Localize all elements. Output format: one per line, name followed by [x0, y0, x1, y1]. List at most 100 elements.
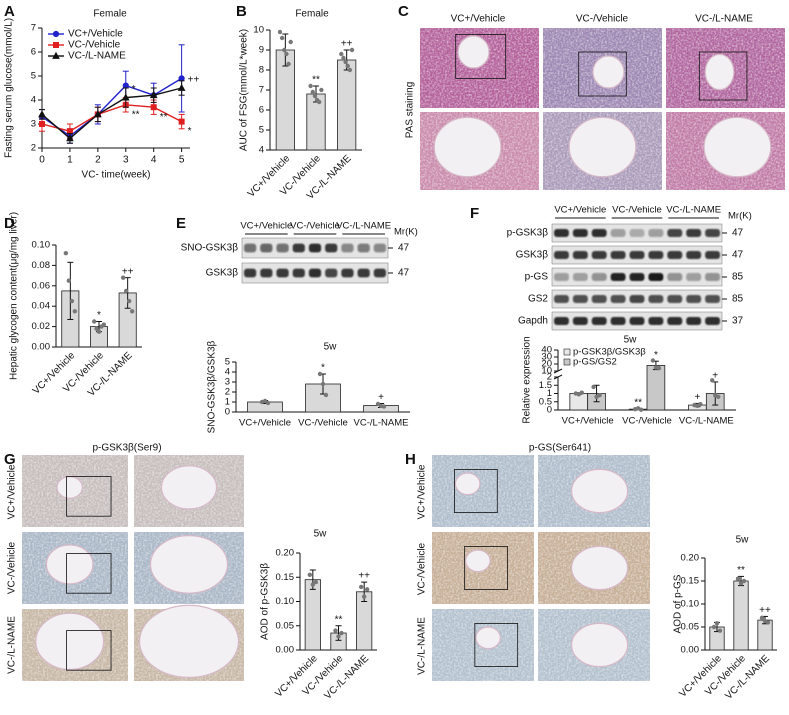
- band: [260, 243, 273, 253]
- significance: +: [378, 392, 384, 403]
- axis-break: [553, 368, 563, 374]
- y-tick-label: 2: [31, 143, 36, 154]
- data-point: [361, 594, 367, 599]
- band: [629, 295, 645, 303]
- band: [591, 251, 607, 259]
- chart-title: Female: [295, 9, 329, 20]
- series-line: [41, 77, 182, 137]
- y-tick-label: 0.5: [539, 396, 552, 407]
- panel-letter: E: [176, 215, 186, 232]
- y-tick-label: 1.5: [539, 380, 552, 391]
- y-tick-label: 0.02: [32, 321, 51, 332]
- band: [554, 295, 569, 303]
- y-tick-label: 4: [31, 95, 36, 106]
- data-point: [597, 392, 602, 398]
- row-label: GSK3β: [206, 268, 239, 279]
- y-tick-label: 0.10: [276, 596, 295, 607]
- axis-break: [553, 374, 563, 380]
- marker: [52, 30, 60, 38]
- y-tick-label: 7: [31, 23, 36, 34]
- band: [648, 273, 664, 281]
- y-tick-label: 0.15: [681, 576, 700, 587]
- zoom-box: [578, 51, 627, 97]
- band: [686, 317, 702, 325]
- row-label: GS2: [528, 294, 548, 305]
- band: [341, 268, 354, 278]
- band: [308, 268, 322, 278]
- data-point: [738, 581, 744, 586]
- row-label: GSK3β: [516, 250, 549, 261]
- band: [705, 251, 720, 259]
- band: [667, 273, 683, 281]
- vessel: [568, 116, 637, 178]
- bar: [757, 619, 773, 651]
- bar: [337, 59, 357, 151]
- vessel: [160, 465, 218, 510]
- band: [325, 268, 338, 278]
- x-tick-label: VC-/Vehicle: [622, 416, 672, 427]
- x-axis-label: VC- time(week): [82, 170, 151, 181]
- group-label: VC+/Vehicle: [240, 221, 292, 232]
- data-point: [94, 326, 99, 331]
- data-point: [339, 630, 344, 636]
- significance: **: [312, 75, 320, 86]
- band: [357, 268, 370, 278]
- y-tick-label: 7: [259, 85, 264, 96]
- x-tick-label: 0: [39, 155, 45, 166]
- band: [610, 273, 626, 281]
- y-axis-label: SNO-GSK3β/GSK3β: [207, 340, 218, 433]
- band: [572, 251, 588, 259]
- zoom-box: [474, 623, 519, 668]
- data-point: [313, 579, 319, 585]
- significance: **: [132, 109, 140, 120]
- band: [591, 317, 607, 325]
- y-tick-label: 0.04: [32, 301, 51, 312]
- row-label: Gapdh: [518, 316, 548, 327]
- row-label: VC-/Vehicle: [417, 542, 428, 595]
- significance: *: [654, 350, 658, 361]
- data-point: [765, 620, 771, 625]
- data-point: [710, 378, 715, 383]
- stain-title: p-GS(Ser641): [529, 443, 591, 454]
- band: [341, 243, 354, 253]
- x-tick-label: VC+/Vehicle: [562, 416, 614, 427]
- band: [686, 229, 702, 237]
- band: [667, 317, 683, 325]
- mr-value: 47: [398, 268, 410, 279]
- band: [629, 251, 645, 259]
- vessel: [704, 53, 735, 91]
- legend-label: VC-/L-NAME: [68, 51, 126, 62]
- data-point: [286, 61, 291, 67]
- data-point: [341, 55, 346, 61]
- data-point: [650, 358, 656, 363]
- significance: **: [160, 112, 168, 123]
- band: [554, 273, 569, 281]
- band: [244, 268, 257, 278]
- mr-unit: Mr(K): [394, 227, 418, 238]
- zoom-box: [66, 630, 112, 671]
- y-tick-label: 4: [225, 367, 230, 378]
- band: [648, 251, 664, 259]
- data-point: [72, 309, 78, 314]
- y-tick-label: 6: [31, 47, 36, 58]
- y-tick-label: 1: [225, 397, 230, 408]
- data-point: [288, 39, 293, 45]
- y-axis-label: AUC of FSG(mmol/L*week): [239, 29, 250, 151]
- band: [610, 295, 626, 303]
- band: [554, 317, 569, 325]
- significance: **: [335, 614, 343, 625]
- data-point: [69, 298, 75, 304]
- significance: ++: [341, 39, 353, 50]
- marker: [39, 121, 45, 127]
- data-point: [91, 319, 97, 324]
- data-point: [284, 51, 289, 57]
- band: [244, 243, 257, 253]
- data-point: [282, 47, 287, 53]
- significance: +: [695, 392, 701, 403]
- row-label: VC-/Vehicle: [7, 541, 18, 594]
- data-point: [123, 288, 129, 294]
- data-point: [320, 381, 326, 387]
- data-point: [711, 624, 717, 630]
- panel-letter: B: [236, 3, 247, 20]
- vessel: [570, 622, 629, 668]
